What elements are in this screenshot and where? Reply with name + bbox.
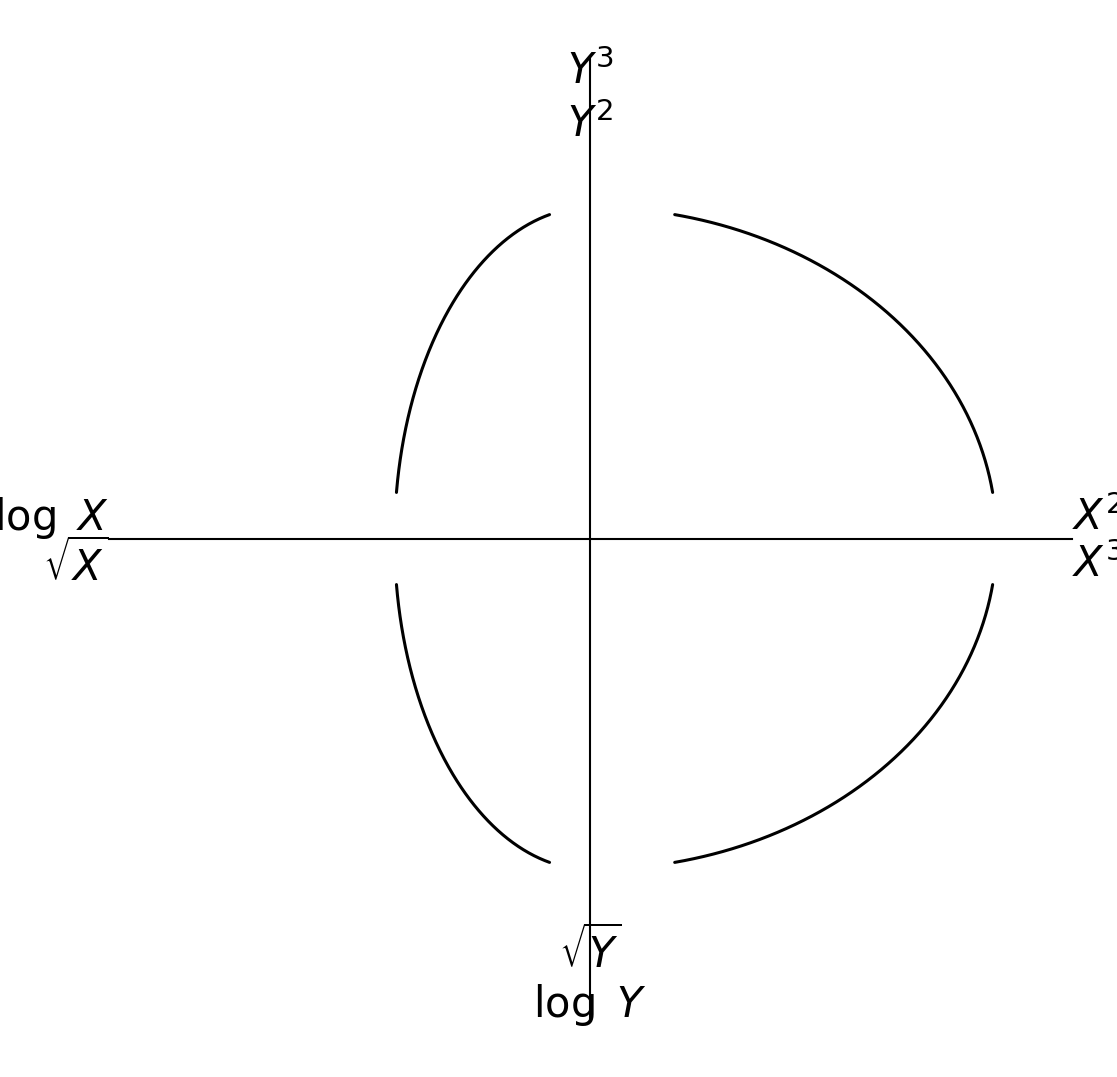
Text: $Y^3$: $Y^3$ bbox=[567, 51, 613, 94]
Text: $\sqrt{X}$: $\sqrt{X}$ bbox=[44, 540, 108, 590]
Text: $\log\ X$: $\log\ X$ bbox=[0, 494, 108, 541]
Text: $\log\ Y$: $\log\ Y$ bbox=[533, 982, 647, 1029]
Text: $Y^2$: $Y^2$ bbox=[567, 103, 613, 145]
Text: $\sqrt{Y}$: $\sqrt{Y}$ bbox=[558, 927, 621, 977]
Text: $X^3$: $X^3$ bbox=[1072, 544, 1117, 586]
Text: $X^2$: $X^2$ bbox=[1072, 496, 1117, 540]
